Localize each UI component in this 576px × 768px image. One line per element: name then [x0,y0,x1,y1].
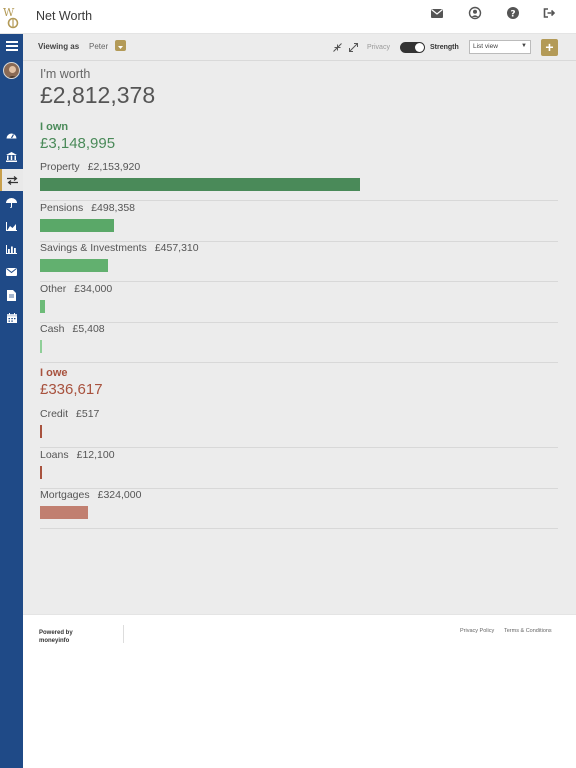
bar-chart-icon[interactable] [0,238,23,260]
owe-label: I owe [40,367,68,379]
asset-row-other[interactable]: Other £34,000 [40,283,558,323]
terms-link[interactable]: Terms & Conditions [504,628,552,634]
transfer-icon[interactable] [0,169,23,191]
liability-bar [40,425,42,438]
liability-name: Loans [40,449,69,461]
expand-icon[interactable] [349,43,358,52]
owe-total: £336,617 [40,381,103,398]
toggle-knob [415,43,424,52]
view-select-value: List view [473,43,498,50]
viewing-as-label: Viewing as [38,42,80,51]
menu-icon[interactable] [0,35,23,57]
powered-by: Powered by moneyinfo [39,630,73,644]
toolbar: Viewing as Peter Privacy Strength List v… [23,34,576,61]
liability-bar [40,466,42,479]
asset-bar [40,340,42,353]
asset-name: Savings & Investments [40,242,147,254]
privacy-toggle[interactable] [400,42,425,53]
own-label: I own [40,121,69,133]
user-icon[interactable] [468,6,482,20]
logout-icon[interactable] [542,6,556,20]
liability-amount: £517 [76,408,100,420]
own-total: £3,148,995 [40,135,116,152]
svg-text:?: ? [510,9,515,19]
footer-divider [123,625,124,643]
viewing-as-dropdown-button[interactable] [115,40,126,51]
collapse-icon[interactable] [333,43,342,52]
liability-row-mortgages[interactable]: Mortgages £324,000 [40,489,558,529]
asset-name: Property [40,161,80,173]
liability-row-loans[interactable]: Loans £12,100 [40,449,558,489]
dropdown-arrow-icon: ▼ [521,43,527,49]
brand-logo-icon[interactable]: W [2,4,22,30]
worth-value: £2,812,378 [40,82,156,108]
view-select[interactable]: List view ▼ [469,40,531,54]
asset-amount: £457,310 [154,242,199,254]
asset-row-pensions[interactable]: Pensions £498,358 [40,202,558,242]
asset-name: Other [40,283,67,295]
umbrella-icon[interactable] [0,192,23,214]
asset-amount: £2,153,920 [87,161,141,173]
envelope-icon[interactable] [430,6,444,20]
asset-amount: £34,000 [74,283,113,295]
asset-bar [40,259,108,272]
page-title: Net Worth [36,9,93,23]
liability-row-credit[interactable]: Credit £517 [40,408,558,448]
svg-text:W: W [3,6,15,19]
footer: Powered by moneyinfo Privacy Policy Term… [23,614,576,768]
asset-amount: £5,408 [72,323,105,335]
calendar-icon[interactable] [0,307,23,329]
worth-label: I'm worth [40,67,91,81]
viewing-as-name: Peter [89,42,109,51]
asset-row-cash[interactable]: Cash £5,408 [40,323,558,363]
privacy-label: Privacy [367,44,390,51]
mail-icon[interactable] [0,261,23,283]
asset-bar [40,300,45,313]
liability-name: Credit [40,408,69,420]
strength-label: Strength [430,44,459,51]
top-bar: W Net Worth ? [0,0,576,34]
liability-bar [40,506,88,519]
dashboard-icon[interactable] [0,123,23,145]
add-button[interactable]: + [541,39,558,56]
avatar[interactable] [3,62,20,79]
help-icon[interactable]: ? [506,6,520,20]
bank-icon[interactable] [0,146,23,168]
liability-amount: £324,000 [97,489,142,501]
asset-name: Cash [40,323,65,335]
main-content: Viewing as Peter Privacy Strength List v… [23,34,576,614]
asset-row-property[interactable]: Property £2,153,920 [40,161,558,201]
document-icon[interactable] [0,284,23,306]
asset-name: Pensions [40,202,84,214]
chevron-down-icon [118,46,123,49]
liability-amount: £12,100 [76,449,115,461]
sidebar [0,34,23,768]
privacy-policy-link[interactable]: Privacy Policy [460,628,495,634]
asset-bar [40,178,360,191]
area-chart-icon[interactable] [0,215,23,237]
liability-name: Mortgages [40,489,90,501]
asset-amount: £498,358 [91,202,135,214]
asset-bar [40,219,114,232]
asset-row-savings[interactable]: Savings & Investments £457,310 [40,242,558,282]
